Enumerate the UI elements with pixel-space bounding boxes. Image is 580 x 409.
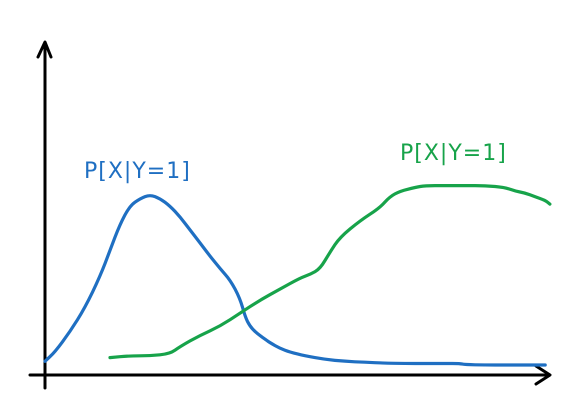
x-axis — [28, 364, 552, 386]
series-layer — [43, 183, 552, 367]
y-axis — [36, 40, 53, 390]
y-axis-arrowhead — [36, 40, 53, 59]
series-line-0 — [43, 194, 547, 367]
x-axis-arrowhead — [534, 364, 552, 386]
series-label-blue: P[X|Y=1] — [84, 159, 191, 184]
series-label-green: P[X|Y=1] — [400, 141, 507, 166]
series-line-1 — [108, 183, 552, 360]
